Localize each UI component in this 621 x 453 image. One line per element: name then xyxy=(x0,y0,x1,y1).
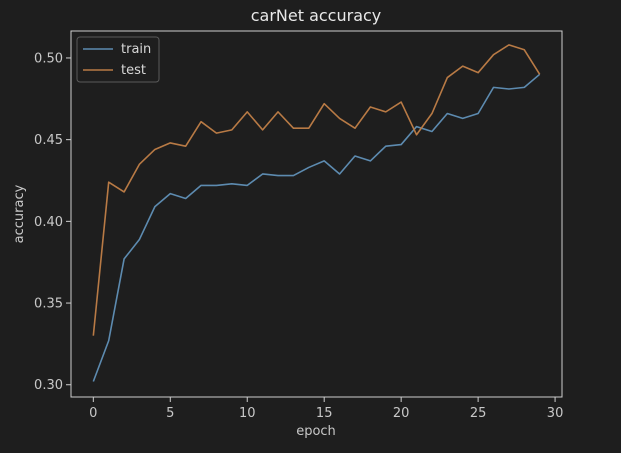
y-tick-label: 0.40 xyxy=(34,215,63,230)
y-tick-label: 0.50 xyxy=(34,51,63,66)
x-tick-label: 25 xyxy=(470,406,487,421)
x-axis-label: epoch xyxy=(296,424,336,439)
x-tick-label: 0 xyxy=(89,406,97,421)
x-tick-label: 20 xyxy=(393,406,410,421)
y-axis-label: accuracy xyxy=(12,184,27,243)
y-tick-label: 0.30 xyxy=(34,378,63,393)
series-line-test xyxy=(92,44,541,336)
legend-label-train: train xyxy=(121,42,151,57)
legend-label-test: test xyxy=(121,63,146,78)
series-line-train xyxy=(92,73,541,382)
legend: train test xyxy=(76,36,160,83)
x-tick-label: 30 xyxy=(547,406,564,421)
plot-area xyxy=(70,30,563,398)
x-tick-label: 15 xyxy=(316,406,333,421)
y-tick-label: 0.35 xyxy=(34,297,63,312)
x-tick-label: 5 xyxy=(166,406,174,421)
chart-title: carNet accuracy xyxy=(251,6,382,25)
x-tick-label: 10 xyxy=(239,406,256,421)
y-axis: 0.30 0.35 0.40 0.45 0.50 xyxy=(34,51,71,393)
series-lines xyxy=(92,44,541,382)
x-axis: 0 5 10 15 20 25 30 xyxy=(89,397,563,421)
y-tick-label: 0.45 xyxy=(34,133,63,148)
